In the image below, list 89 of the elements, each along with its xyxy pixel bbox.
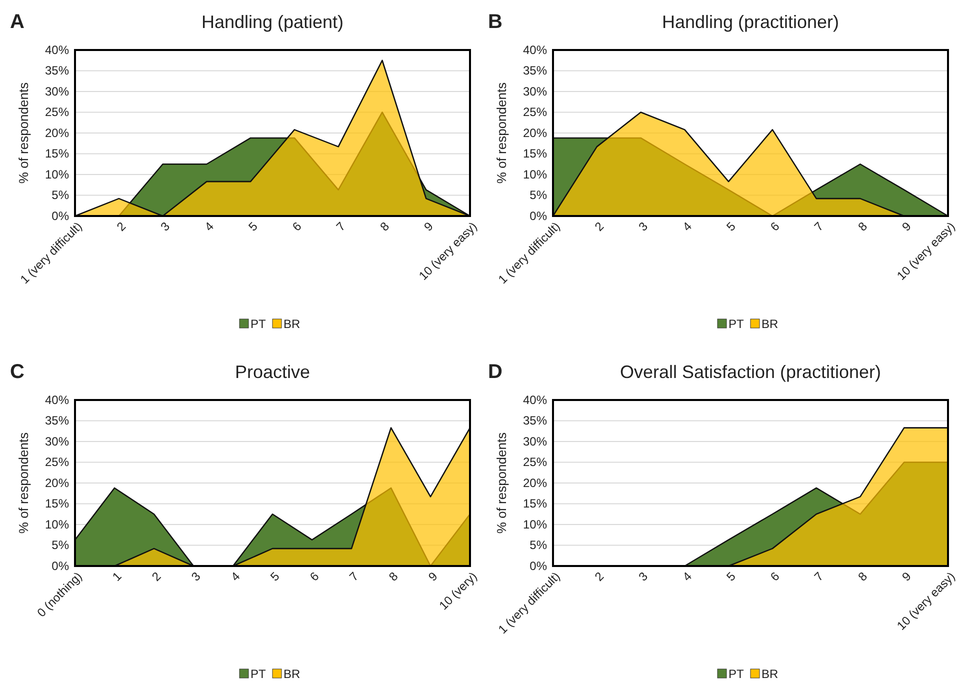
y-tick-label: 25% bbox=[44, 105, 70, 120]
text: A bbox=[10, 11, 24, 33]
x-tick-label: 1 bbox=[110, 569, 124, 584]
y-tick-label: 15% bbox=[522, 146, 548, 161]
legend-label: BR bbox=[762, 667, 779, 681]
y-tick-label: 20% bbox=[44, 476, 70, 490]
y-tick-label: 30% bbox=[522, 84, 548, 98]
chart-title: Proactive bbox=[234, 362, 310, 382]
x-tick-label: 2 bbox=[592, 219, 607, 234]
x-tick-label: 5 bbox=[724, 219, 739, 234]
x-tick-label: 9 bbox=[426, 569, 440, 584]
legend-label: BR bbox=[284, 667, 301, 681]
chart-title: Handling (patient) bbox=[201, 12, 344, 32]
x-tick-label: 6 bbox=[307, 569, 322, 584]
y-tick-label: 25% bbox=[44, 455, 70, 470]
y-tick-label: 10% bbox=[522, 167, 548, 182]
text: D bbox=[488, 361, 502, 383]
y-tick-label: 10% bbox=[44, 517, 70, 532]
y-tick-label: 40% bbox=[44, 42, 70, 57]
x-tick-label: 7 bbox=[333, 219, 348, 234]
legend-label: BR bbox=[762, 317, 779, 331]
x-tick-label: 5 bbox=[268, 569, 282, 584]
y-tick-label: 25% bbox=[522, 455, 548, 470]
y-tick-label: 15% bbox=[522, 496, 548, 511]
y-tick-label: 5% bbox=[52, 188, 70, 202]
chart-title: Overall Satisfaction (practitioner) bbox=[620, 362, 882, 382]
x-tick-label: 4 bbox=[680, 219, 695, 234]
y-tick-label: 15% bbox=[44, 146, 70, 161]
x-tick-label: 7 bbox=[811, 219, 826, 234]
y-tick-label: 35% bbox=[44, 64, 70, 78]
y-tick-label: 10% bbox=[522, 517, 548, 532]
x-tick-label: 7 bbox=[811, 569, 826, 584]
chart-title: Handling (practitioner) bbox=[662, 12, 840, 32]
x-tick-label: 8 bbox=[855, 569, 870, 584]
y-tick-label: 10% bbox=[44, 167, 70, 182]
legend-label: PT bbox=[250, 667, 267, 681]
y-axis-title: % of respondents bbox=[16, 432, 31, 534]
x-tick-label: 9 bbox=[899, 569, 914, 584]
y-axis-title: % of respondents bbox=[16, 82, 31, 184]
y-tick-label: 30% bbox=[44, 84, 70, 98]
y-tick-label: 35% bbox=[522, 414, 548, 428]
x-tick-label: 2 bbox=[114, 219, 129, 234]
y-tick-label: 40% bbox=[522, 42, 548, 57]
x-tick-label: 8 bbox=[377, 219, 392, 234]
y-tick-label: 0% bbox=[52, 208, 70, 223]
x-tick-label: 3 bbox=[188, 569, 204, 584]
y-tick-label: 0% bbox=[530, 558, 548, 573]
y-tick-label: 5% bbox=[530, 538, 548, 552]
y-tick-label: 35% bbox=[522, 64, 548, 78]
x-tick-label: 9 bbox=[421, 219, 436, 234]
legend-label: PT bbox=[250, 317, 267, 331]
text: B bbox=[488, 11, 502, 33]
x-tick-label: 6 bbox=[768, 569, 782, 584]
y-tick-label: 25% bbox=[522, 105, 548, 120]
y-tick-label: 5% bbox=[52, 538, 70, 552]
text: C bbox=[10, 361, 24, 383]
x-tick-label: 3 bbox=[636, 569, 651, 584]
x-tick-label: 8 bbox=[386, 569, 401, 584]
legend-label: PT bbox=[728, 317, 745, 331]
y-tick-label: 40% bbox=[522, 392, 548, 407]
y-axis-title: % of respondents bbox=[494, 82, 509, 184]
x-tick-label: 4 bbox=[680, 569, 695, 584]
y-tick-label: 35% bbox=[44, 414, 70, 428]
x-tick-label: 6 bbox=[290, 219, 304, 234]
y-tick-label: 15% bbox=[44, 496, 70, 511]
legend-label: BR bbox=[284, 317, 301, 331]
x-tick-label: 6 bbox=[768, 219, 782, 234]
y-tick-label: 30% bbox=[44, 434, 70, 448]
x-tick-label: 5 bbox=[246, 219, 261, 234]
x-tick-label: 7 bbox=[346, 569, 362, 584]
x-tick-label: 3 bbox=[158, 219, 173, 234]
y-axis-title: % of respondents bbox=[494, 432, 509, 534]
y-tick-label: 5% bbox=[530, 188, 548, 202]
y-tick-label: 20% bbox=[522, 476, 548, 490]
x-tick-label: 9 bbox=[899, 219, 914, 234]
x-tick-label: 4 bbox=[202, 219, 217, 234]
x-tick-label: 5 bbox=[724, 569, 739, 584]
x-tick-label: 4 bbox=[228, 569, 243, 584]
y-tick-label: 20% bbox=[522, 126, 548, 140]
legend-label: PT bbox=[728, 667, 745, 681]
x-tick-label: 8 bbox=[855, 219, 870, 234]
y-tick-label: 40% bbox=[44, 392, 70, 407]
y-tick-label: 0% bbox=[52, 558, 70, 573]
x-tick-label: 2 bbox=[592, 569, 607, 584]
y-tick-label: 0% bbox=[530, 208, 548, 223]
x-tick-label: 3 bbox=[636, 219, 651, 234]
x-tick-label: 2 bbox=[149, 569, 164, 584]
y-tick-label: 20% bbox=[44, 126, 70, 140]
y-tick-label: 30% bbox=[522, 434, 548, 448]
